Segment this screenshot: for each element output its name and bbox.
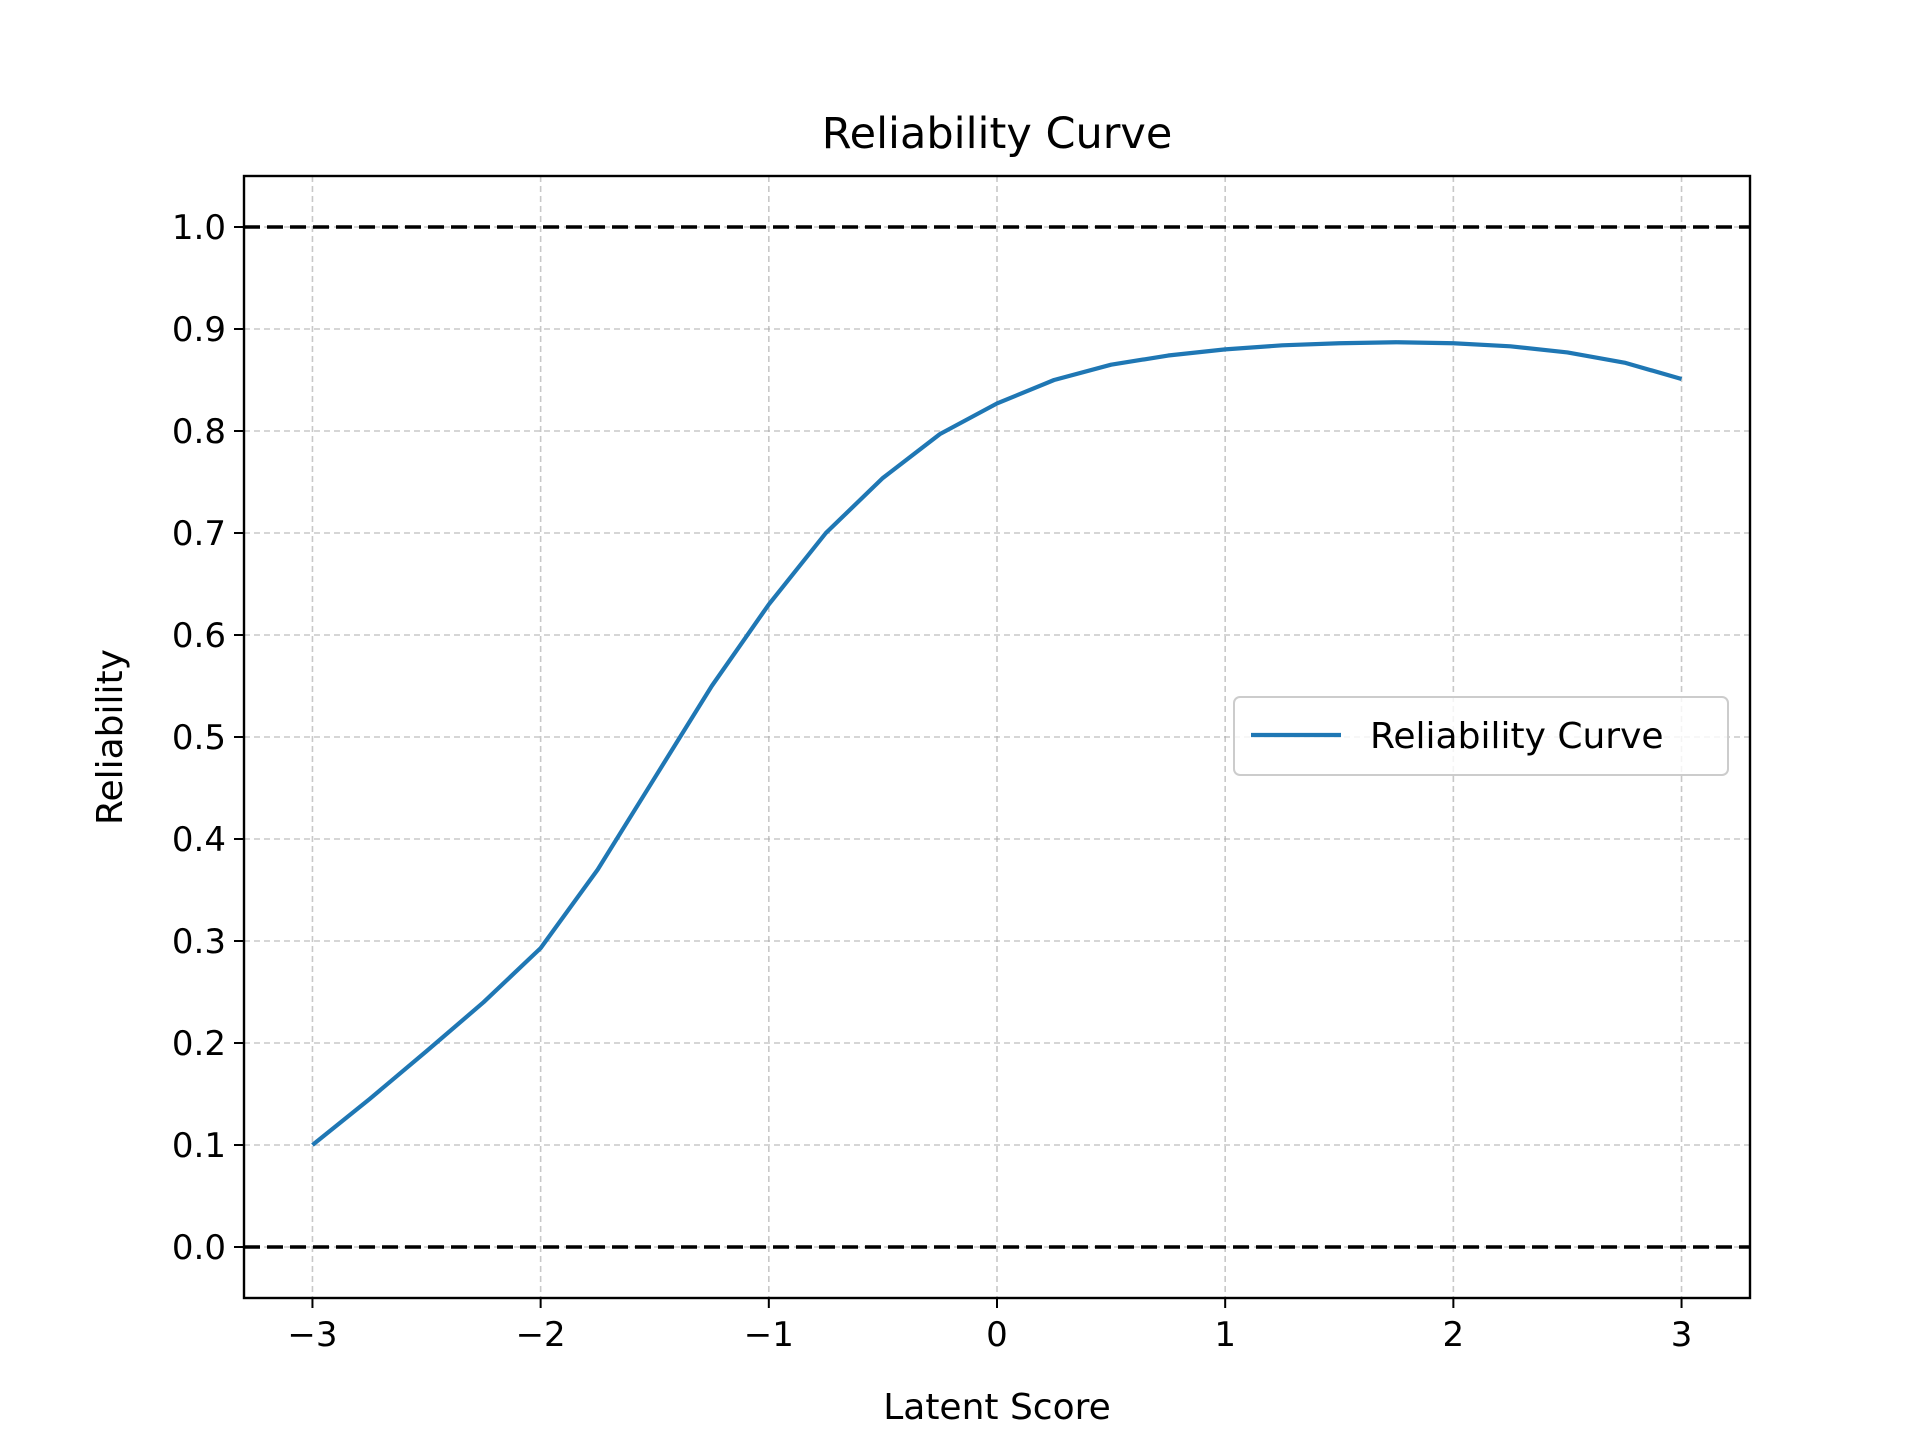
- y-axis-label: Reliability: [90, 649, 131, 825]
- chart-title: Reliability Curve: [822, 109, 1173, 159]
- x-axis-label: Latent Score: [883, 1387, 1111, 1428]
- series-layer: [311, 340, 1683, 1147]
- x-tick-label: −1: [744, 1315, 794, 1355]
- y-axis-ticks: 0.0 0.1 0.2 0.3 0.4 0.5 0.6 0.7 0.8 0.9 1.0: [172, 208, 244, 1268]
- x-tick-label: −3: [287, 1315, 337, 1355]
- y-tick-label: 0.3: [172, 922, 226, 962]
- y-tick-label: 0.0: [172, 1228, 226, 1268]
- x-tick-label: 3: [1671, 1315, 1693, 1355]
- y-tick-label: 0.5: [172, 718, 226, 758]
- x-tick-label: 1: [1214, 1315, 1236, 1355]
- y-tick-label: 0.4: [172, 820, 226, 860]
- x-tick-label: 2: [1443, 1315, 1465, 1355]
- legend: Reliability Curve: [1233, 696, 1729, 776]
- legend-box: [1233, 696, 1729, 776]
- y-tick-label: 0.1: [172, 1126, 226, 1166]
- series-line-reliability-curve: [311, 340, 1683, 1147]
- y-tick-label: 0.8: [172, 412, 226, 452]
- y-tick-label: 0.6: [172, 616, 226, 656]
- x-tick-label: −2: [516, 1315, 566, 1355]
- y-tick-label: 0.2: [172, 1024, 226, 1064]
- x-axis-ticks: −3 −2 −1 0 1 2 3: [287, 1298, 1692, 1355]
- reference-lines: [244, 225, 1750, 1249]
- y-tick-label: 1.0: [172, 208, 226, 248]
- legend-entry-reliability-curve: Reliability Curve: [1370, 716, 1664, 757]
- x-tick-label: 0: [986, 1315, 1008, 1355]
- y-tick-label: 0.7: [172, 514, 226, 554]
- y-tick-label: 0.9: [172, 310, 226, 350]
